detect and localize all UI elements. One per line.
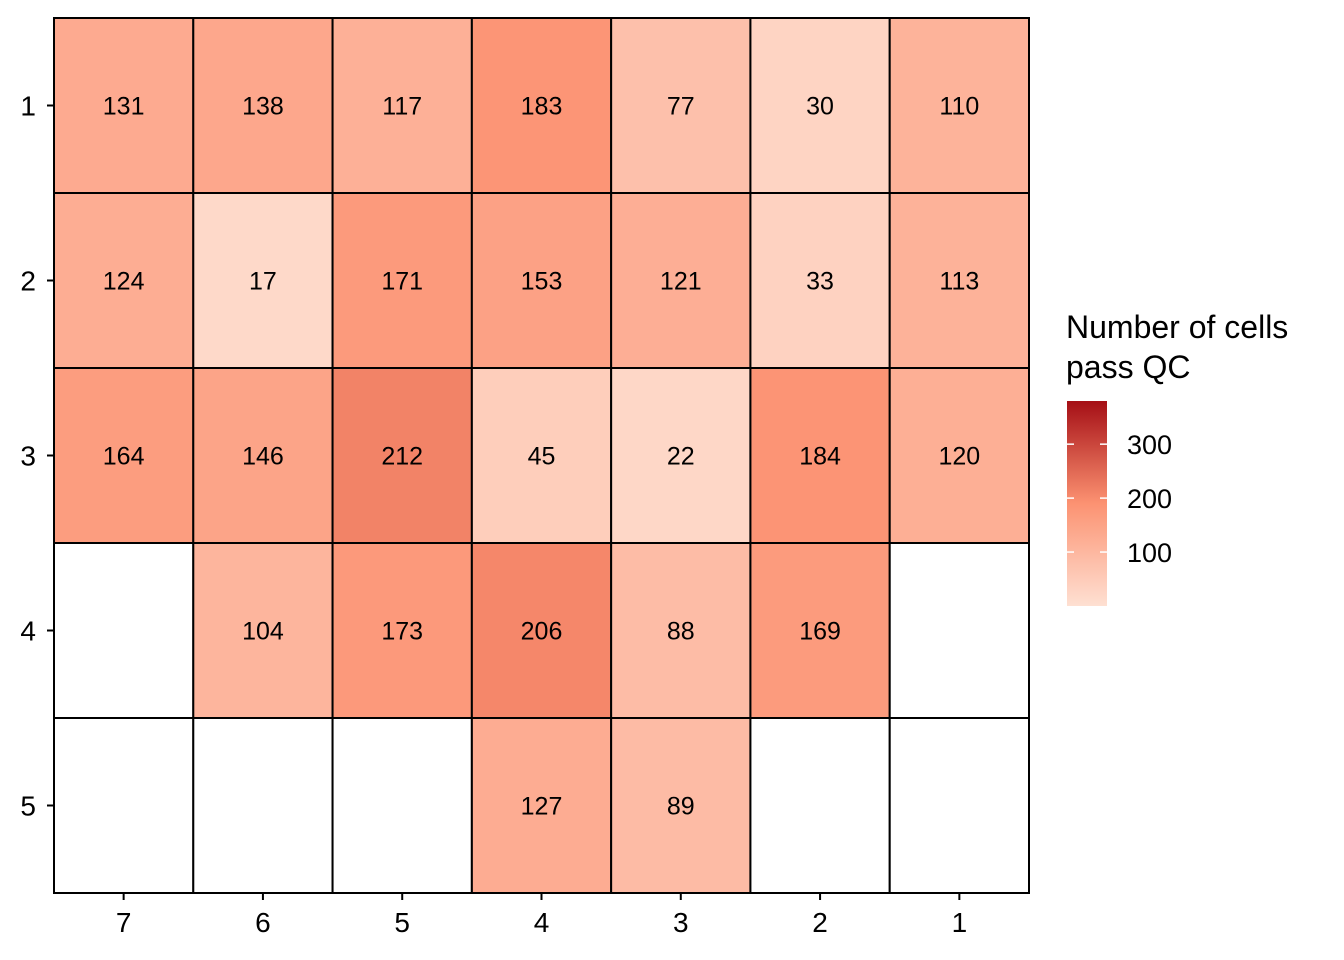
legend: Number of cells pass QC 100 200 300: [1066, 309, 1288, 606]
legend-tick-label: 300: [1127, 430, 1172, 460]
cell-value-label: 104: [242, 618, 284, 646]
heatmap-cell: [192, 17, 334, 194]
cell-value-label: 33: [806, 268, 834, 296]
heatmap-cell: [888, 192, 1031, 369]
cell-value-label: 127: [521, 793, 563, 821]
cell-value-label: 17: [249, 268, 277, 296]
heatmap-cell: [610, 367, 752, 544]
legend-tick-label: 100: [1127, 538, 1172, 568]
cell-value-label: 110: [939, 93, 979, 121]
heatmap-cell: [470, 367, 613, 544]
heatmap-cell: [749, 192, 891, 369]
y-tick-label: 3: [20, 441, 36, 472]
cell-value-label: 45: [528, 443, 556, 471]
heatmap-cell: [331, 192, 473, 369]
x-tick-label: 5: [394, 907, 410, 938]
heatmap-cell: [53, 17, 195, 194]
heatmap-cell: [192, 717, 334, 894]
x-tick-label: 6: [255, 907, 271, 938]
legend-tick-label: 200: [1127, 484, 1172, 514]
cell-value-label: 171: [381, 268, 423, 296]
cell-value-label: 120: [938, 443, 980, 471]
heatmap-cell: [888, 367, 1031, 544]
heatmap-cell: [331, 367, 473, 544]
x-tick-label: 2: [812, 907, 828, 938]
heatmap-cell: [470, 717, 613, 894]
heatmap-cell: [610, 717, 752, 894]
cell-value-label: 138: [242, 93, 284, 121]
heatmap-cell: [749, 717, 891, 894]
cell-value-label: 183: [521, 93, 563, 121]
legend-colorbar: [1067, 401, 1107, 606]
x-tick-label: 1: [952, 907, 968, 938]
cell-value-label: 184: [799, 443, 841, 471]
heatmap-cell: [610, 17, 752, 194]
y-tick-label: 4: [20, 616, 36, 647]
heatmap-cell: [331, 542, 473, 719]
heatmap-cell: [331, 717, 473, 894]
cell-value-label: 164: [103, 443, 145, 471]
x-tick-label: 3: [673, 907, 689, 938]
heatmap-cell: [888, 542, 1031, 719]
heatmap-cell: [331, 17, 473, 194]
heatmap-cell: [53, 542, 195, 719]
cell-value-label: 146: [242, 443, 284, 471]
heatmap-cell: [749, 367, 891, 544]
heatmap-cell: [192, 542, 334, 719]
cell-value-label: 212: [381, 443, 423, 471]
heatmap-cell: [610, 192, 752, 369]
cell-value-label: 113: [939, 268, 979, 296]
x-tick-label: 7: [116, 907, 132, 938]
y-tick-label: 2: [20, 266, 36, 297]
heatmap-cell: [192, 367, 334, 544]
cell-value-label: 121: [660, 268, 702, 296]
cell-value-label: 30: [806, 93, 834, 121]
cell-value-label: 173: [381, 618, 423, 646]
legend-title-line-1: Number of cells: [1066, 309, 1288, 345]
cell-value-label: 89: [667, 793, 695, 821]
y-tick-label: 1: [20, 91, 36, 122]
cell-value-label: 117: [382, 93, 422, 121]
cell-value-label: 77: [667, 93, 695, 121]
heatmap-cell: [610, 542, 752, 719]
cell-value-label: 131: [103, 93, 145, 121]
cell-value-label: 88: [667, 618, 695, 646]
x-tick-label: 4: [534, 907, 550, 938]
cell-value-label: 153: [521, 268, 563, 296]
heatmap-cell: [888, 717, 1031, 894]
heatmap-cells: 131 138 117 183 77 30 110 124 17 171 153 121 33 113 16…: [53, 17, 1031, 894]
cell-value-label: 22: [667, 443, 695, 471]
legend-title-line-2: pass QC: [1066, 349, 1190, 385]
cell-value-label: 206: [521, 618, 563, 646]
heatmap-cell: [470, 17, 613, 194]
y-tick-label: 5: [20, 791, 36, 822]
heatmap-cell: [749, 17, 891, 194]
heatmap-cell: [53, 717, 195, 894]
cell-value-label: 169: [799, 618, 841, 646]
cell-value-label: 124: [103, 268, 145, 296]
